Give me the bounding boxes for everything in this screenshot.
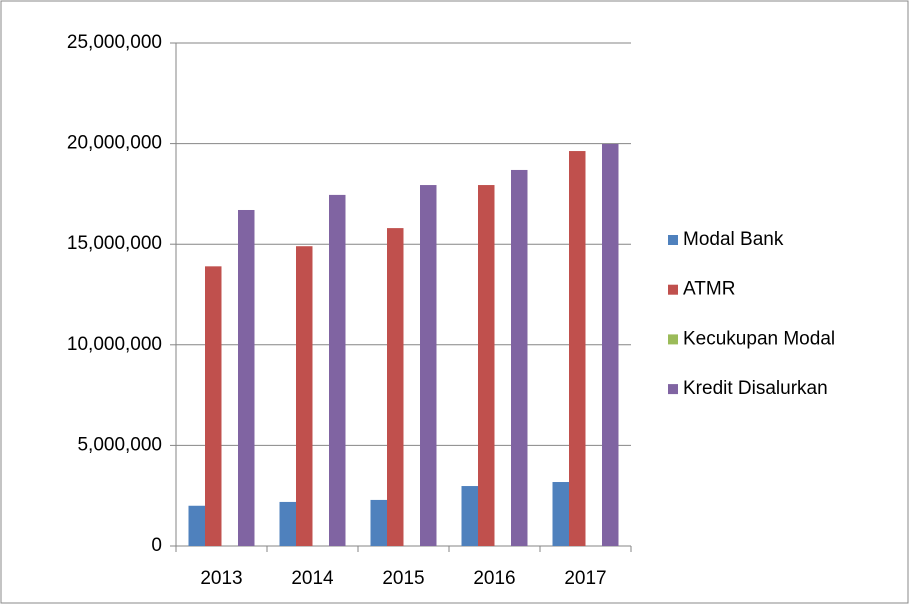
y-tick-label: 25,000,000 xyxy=(67,32,162,53)
y-tick-label: 15,000,000 xyxy=(67,233,162,254)
legend-swatch xyxy=(668,284,678,295)
legend-label: Kredit Disalurkan xyxy=(683,378,828,399)
y-tick-label: 20,000,000 xyxy=(67,133,162,154)
legend-swatch xyxy=(668,235,678,245)
y-tick-label: 5,000,000 xyxy=(77,434,162,455)
bar xyxy=(205,266,222,546)
y-tick-label: 10,000,000 xyxy=(67,334,162,355)
y-tick-label: 0 xyxy=(151,535,162,556)
x-tick-label: 2016 xyxy=(473,568,515,589)
legend-label: Kecukupan Modal xyxy=(683,328,835,349)
bar xyxy=(188,505,205,546)
x-tick-label: 2015 xyxy=(382,568,424,589)
x-tick-label: 2014 xyxy=(291,568,334,589)
bar xyxy=(420,185,437,547)
bar xyxy=(511,169,528,546)
bar xyxy=(478,185,495,547)
legend-swatch xyxy=(668,384,678,395)
bar xyxy=(461,486,478,546)
legend-label: Modal Bank xyxy=(683,229,784,250)
bar xyxy=(296,246,313,546)
bar xyxy=(238,209,255,546)
bar xyxy=(370,499,387,546)
bar xyxy=(329,194,346,546)
bar xyxy=(602,144,619,547)
x-tick-label: 2013 xyxy=(200,568,242,589)
bar xyxy=(387,228,404,546)
x-tick-label: 2017 xyxy=(564,568,606,589)
bar xyxy=(569,151,586,546)
bar xyxy=(279,501,296,546)
bar xyxy=(552,482,569,546)
legend-label: ATMR xyxy=(683,279,735,300)
legend-swatch xyxy=(668,334,678,345)
